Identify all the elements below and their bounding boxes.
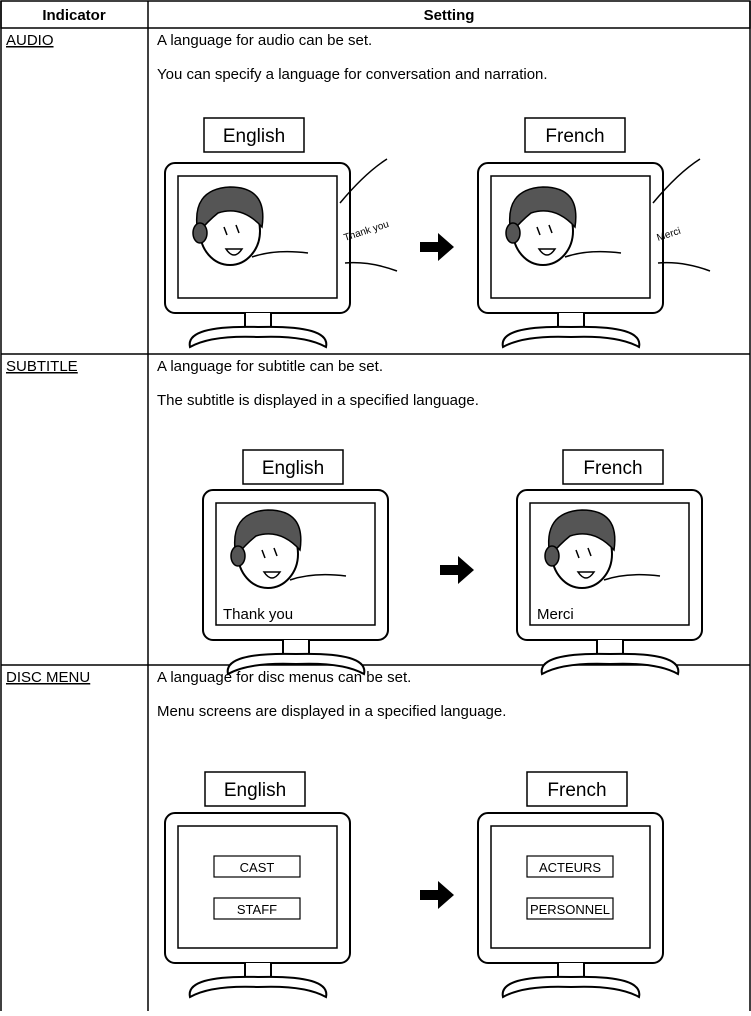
- subtitle-text: Merci: [537, 606, 574, 623]
- mouth: [262, 571, 282, 579]
- menu-item: STAFF: [237, 902, 277, 917]
- description: A language for audio can be set.: [157, 32, 372, 49]
- menu-button: [526, 897, 614, 920]
- menu-button: [213, 897, 301, 920]
- description: A language for subtitle can be set.: [157, 358, 383, 375]
- monitor-neck: [244, 963, 272, 978]
- eyes: [261, 547, 278, 559]
- menu-item: PERSONNEL: [530, 902, 610, 917]
- ear: [230, 545, 246, 567]
- monitor-screen: [177, 825, 338, 949]
- language-box: [242, 449, 344, 485]
- mouth: [224, 248, 244, 256]
- column-header: Setting: [424, 7, 475, 24]
- ear: [544, 545, 560, 567]
- hair: [196, 186, 264, 235]
- description: Menu screens are displayed in a specifie…: [157, 703, 506, 720]
- monitor-base: [188, 325, 328, 349]
- monitor-neck: [244, 313, 272, 328]
- description: The subtitle is displayed in a specified…: [157, 392, 479, 409]
- header-row: [0, 0, 751, 29]
- hair: [234, 509, 302, 558]
- arrow: [420, 881, 454, 909]
- arrow: [440, 556, 474, 584]
- speech-line: [652, 158, 701, 204]
- language-label: English: [224, 780, 286, 801]
- language-box: [524, 117, 626, 153]
- indicator: AUDIO: [6, 32, 54, 49]
- language-box: [203, 117, 305, 153]
- eyes: [223, 224, 240, 236]
- speech-line: [657, 261, 711, 272]
- indicator: SUBTITLE: [6, 358, 78, 375]
- subtitle-text: Thank you: [223, 606, 293, 623]
- column-header: Indicator: [42, 7, 106, 24]
- monitor-neck: [596, 640, 624, 655]
- ear: [505, 222, 521, 244]
- shoulder: [251, 250, 309, 258]
- eyes: [575, 547, 592, 559]
- monitor-base: [501, 975, 641, 999]
- menu-item: CAST: [240, 860, 275, 875]
- language-box: [562, 449, 664, 485]
- monitor-base: [188, 975, 328, 999]
- language-label: English: [223, 126, 285, 147]
- hair: [509, 186, 577, 235]
- language-box: [526, 771, 628, 807]
- description: You can specify a language for conversat…: [157, 66, 548, 83]
- shoulder: [603, 573, 661, 581]
- mouth: [537, 248, 557, 256]
- shoulder: [289, 573, 347, 581]
- monitor-neck: [557, 313, 585, 328]
- language-label: French: [547, 780, 606, 801]
- language-label: English: [262, 458, 324, 479]
- monitor-base: [226, 652, 366, 676]
- monitor-screen: [490, 825, 651, 949]
- speech-line: [344, 261, 398, 272]
- monitor-base: [540, 652, 680, 676]
- menu-item: ACTEURS: [539, 860, 601, 875]
- language-label: French: [545, 126, 604, 147]
- arrow: [420, 233, 454, 261]
- language-label: French: [583, 458, 642, 479]
- menu-button: [213, 855, 301, 878]
- mouth: [576, 571, 596, 579]
- monitor-base: [501, 325, 641, 349]
- eyes: [536, 224, 553, 236]
- menu-button: [526, 855, 614, 878]
- shoulder: [564, 250, 622, 258]
- language-box: [204, 771, 306, 807]
- description: A language for disc menus can be set.: [157, 669, 411, 686]
- monitor-neck: [557, 963, 585, 978]
- monitor-neck: [282, 640, 310, 655]
- indicator: DISC MENU: [6, 669, 90, 686]
- hair: [548, 509, 616, 558]
- speech-line: [339, 158, 388, 204]
- ear: [192, 222, 208, 244]
